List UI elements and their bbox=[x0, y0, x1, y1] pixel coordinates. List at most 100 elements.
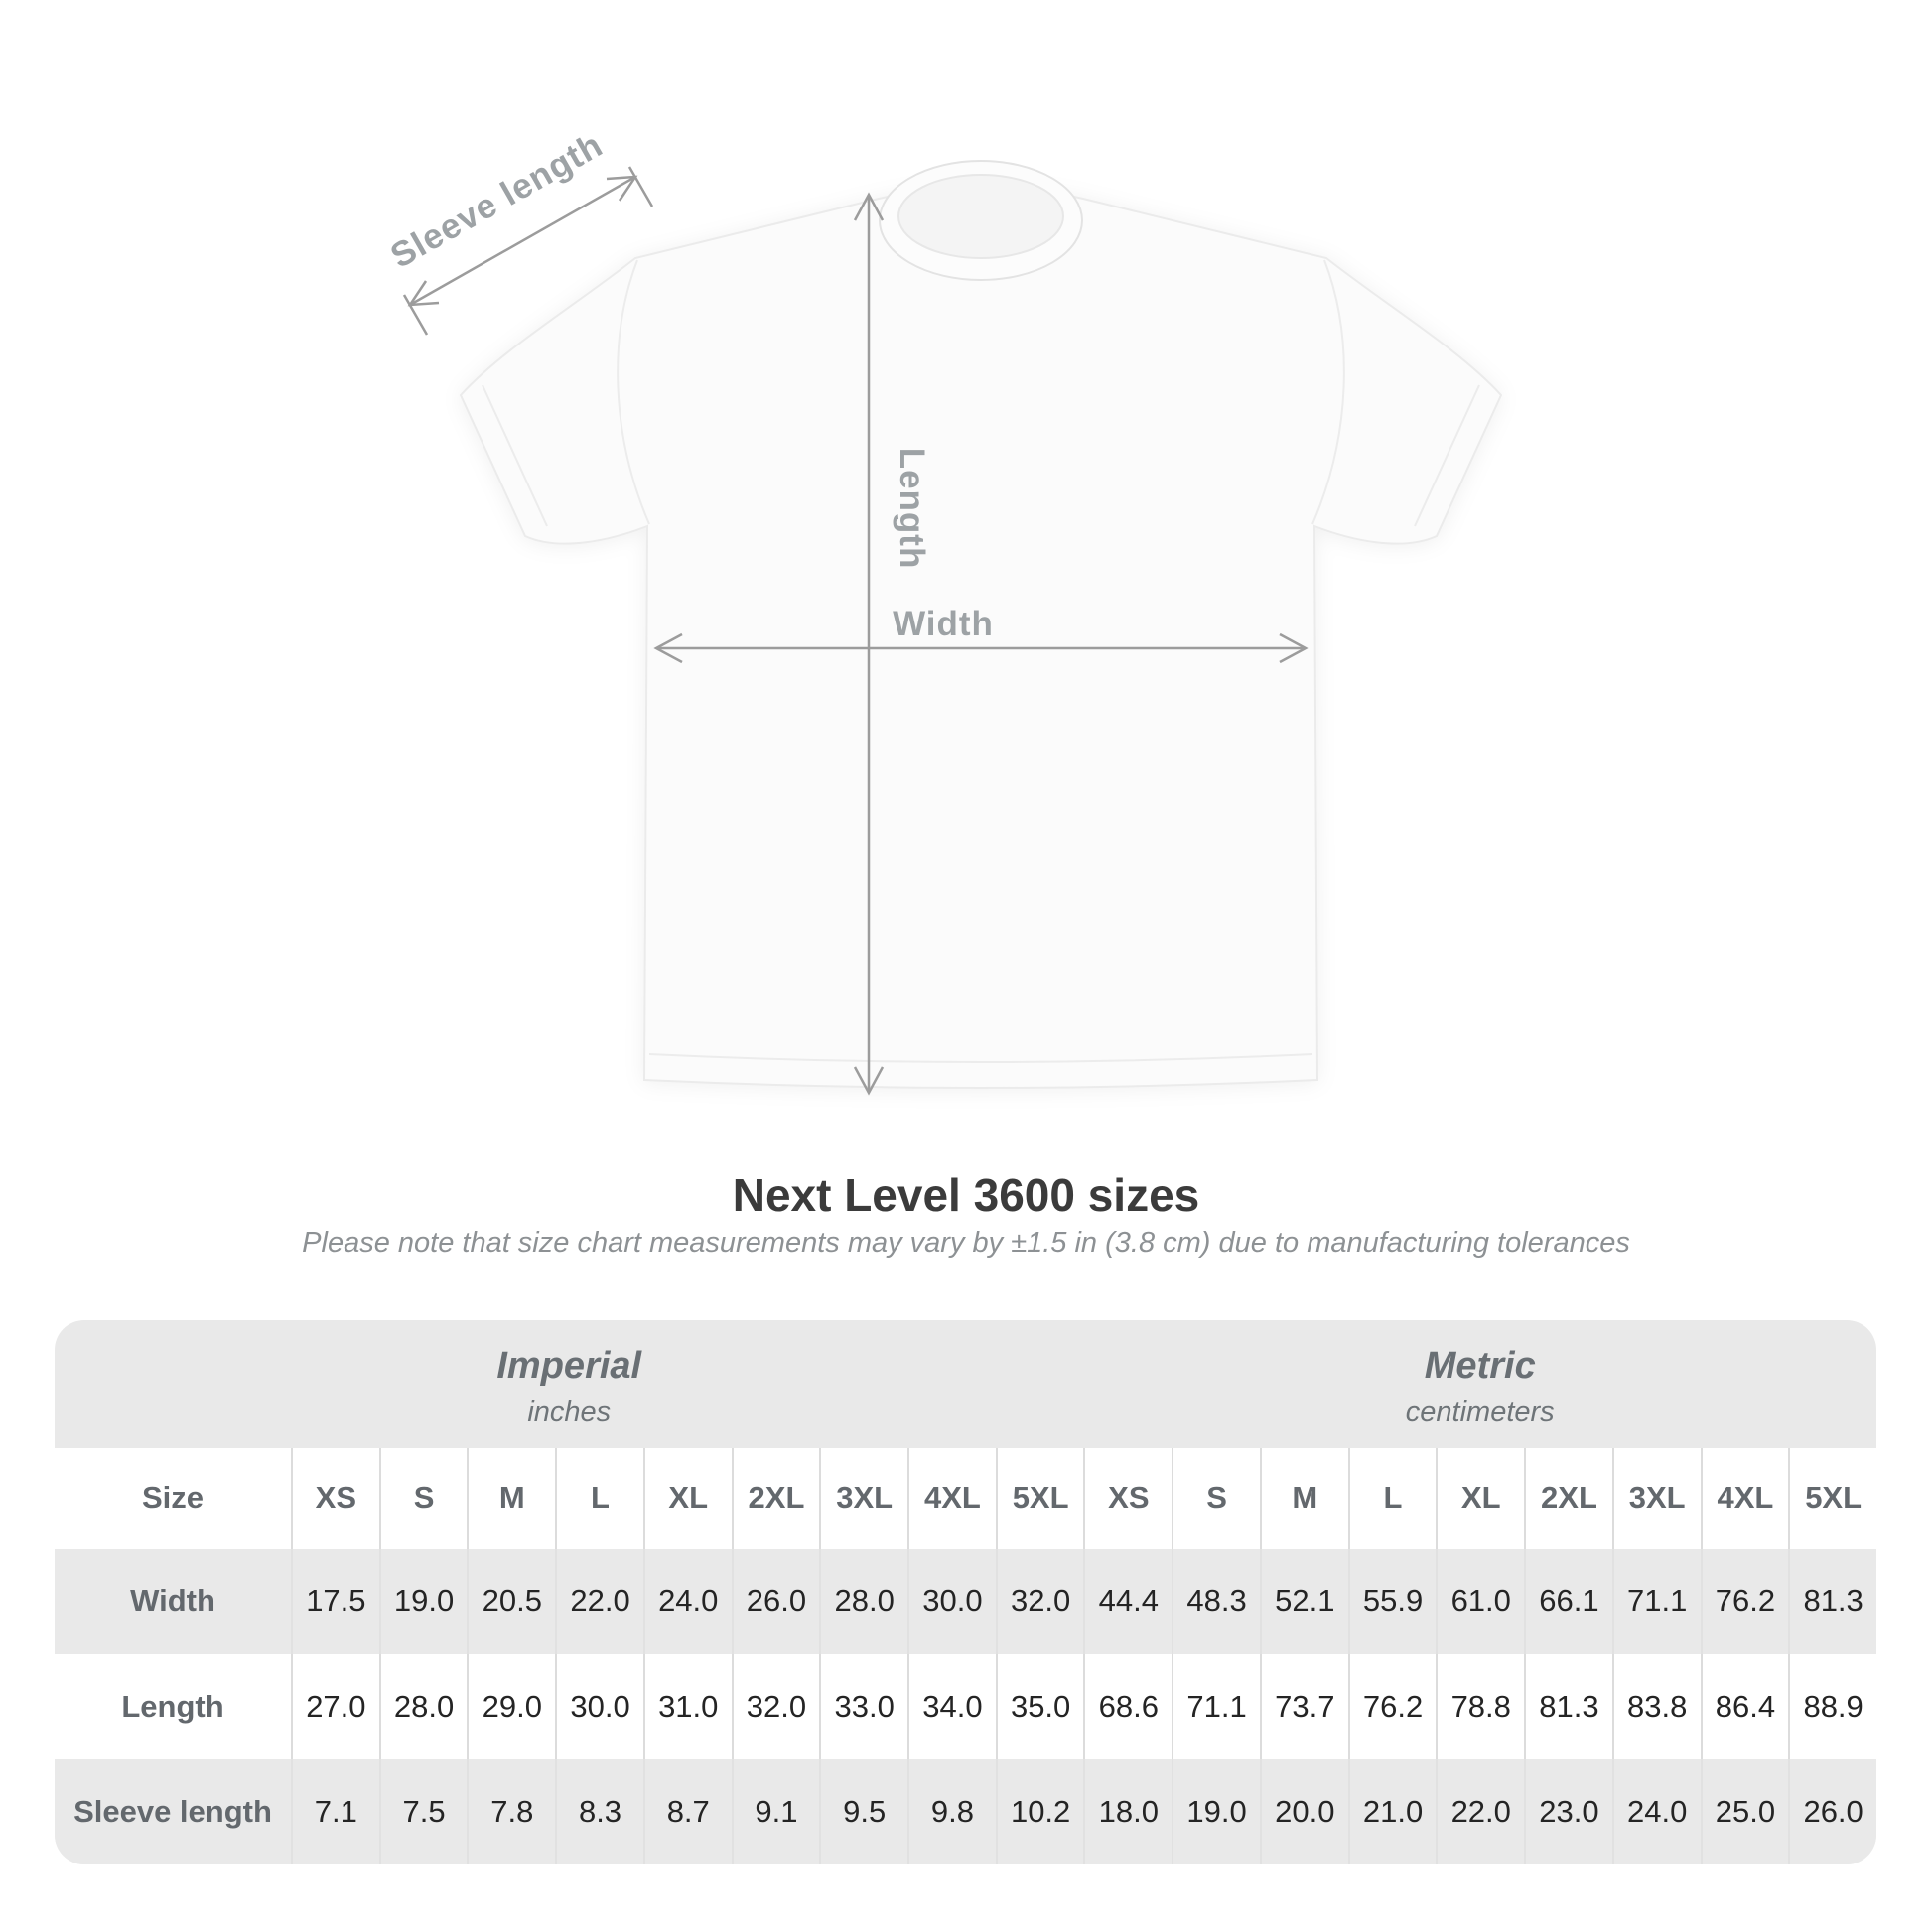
metric-label: Metric bbox=[1424, 1345, 1536, 1387]
page-subtitle: Please note that size chart measurements… bbox=[302, 1227, 1630, 1259]
value-cell: 20.5 bbox=[467, 1549, 555, 1654]
size-header-cell: M bbox=[1259, 1448, 1348, 1549]
length-arrow bbox=[853, 192, 885, 1096]
width-arrow bbox=[653, 632, 1309, 664]
armhole-seam-left bbox=[617, 259, 650, 525]
value-cell: 9.8 bbox=[907, 1759, 996, 1864]
size-header-cell: XL bbox=[642, 1448, 732, 1549]
page-title: Next Level 3600 sizes bbox=[732, 1170, 1200, 1221]
armhole-seam-right bbox=[1311, 259, 1345, 525]
value-cell: 24.0 bbox=[1611, 1759, 1701, 1864]
tshirt-diagram-svg: Sleeve length Length Width bbox=[384, 125, 1503, 1096]
imperial-label: Imperial bbox=[496, 1345, 642, 1387]
value-cell: 88.9 bbox=[1788, 1654, 1876, 1759]
table-row-sleeve-length: Sleeve length 7.1 7.5 7.8 8.3 8.7 9.1 9.… bbox=[55, 1759, 1876, 1864]
size-header-cell: XS bbox=[291, 1448, 379, 1549]
value-cell: 52.1 bbox=[1259, 1549, 1348, 1654]
size-header-cell: M bbox=[467, 1448, 555, 1549]
size-table: Imperial inches Metric centimeters Size … bbox=[55, 1320, 1876, 1864]
sleeve-extension-tick bbox=[627, 166, 654, 207]
value-cell: 10.2 bbox=[995, 1759, 1084, 1864]
value-cell: 81.3 bbox=[1524, 1654, 1612, 1759]
value-cell: 9.1 bbox=[731, 1759, 820, 1864]
row-label: Width bbox=[130, 1584, 215, 1618]
size-header-cell: L bbox=[555, 1448, 643, 1549]
size-header-cell: 3XL bbox=[819, 1448, 907, 1549]
unit-group-metric: Metric centimeters bbox=[1084, 1320, 1877, 1448]
value-cell: 31.0 bbox=[642, 1654, 732, 1759]
size-header-row: Size XS S M L XL 2XL 3XL 4XL 5XL XS S M … bbox=[55, 1448, 1876, 1549]
value-cell: 78.8 bbox=[1436, 1654, 1524, 1759]
collar-inner bbox=[897, 174, 1064, 259]
value-cell: 68.6 bbox=[1083, 1654, 1172, 1759]
value-cell: 8.7 bbox=[642, 1759, 732, 1864]
value-cell: 19.0 bbox=[378, 1549, 468, 1654]
size-header-cell: 5XL bbox=[1788, 1448, 1876, 1549]
size-header-cell: 3XL bbox=[1611, 1448, 1701, 1549]
row-label: Length bbox=[121, 1689, 224, 1724]
value-cell: 34.0 bbox=[907, 1654, 996, 1759]
imperial-unit-label: inches bbox=[527, 1396, 612, 1428]
size-header-cell: XS bbox=[1083, 1448, 1172, 1549]
hem-seam bbox=[648, 1053, 1313, 1063]
value-cell: 32.0 bbox=[731, 1654, 820, 1759]
tshirt-diagram: Sleeve length Length Width bbox=[384, 125, 1503, 1096]
value-cell: 33.0 bbox=[819, 1654, 907, 1759]
value-cell: 18.0 bbox=[1083, 1759, 1172, 1864]
size-header-cell: S bbox=[378, 1448, 468, 1549]
size-header-cell: XL bbox=[1436, 1448, 1524, 1549]
value-cell: 29.0 bbox=[467, 1654, 555, 1759]
value-cell: 32.0 bbox=[995, 1549, 1084, 1654]
value-cell: 7.1 bbox=[291, 1759, 379, 1864]
size-header-cell: 2XL bbox=[1524, 1448, 1612, 1549]
value-cell: 48.3 bbox=[1172, 1549, 1260, 1654]
value-cell: 35.0 bbox=[995, 1654, 1084, 1759]
value-cell: 24.0 bbox=[642, 1549, 732, 1654]
value-cell: 76.2 bbox=[1700, 1549, 1789, 1654]
value-cell: 76.2 bbox=[1347, 1654, 1437, 1759]
value-cell: 30.0 bbox=[555, 1654, 643, 1759]
value-cell: 22.0 bbox=[1436, 1759, 1524, 1864]
value-cell: 71.1 bbox=[1172, 1654, 1260, 1759]
value-cell: 66.1 bbox=[1524, 1549, 1612, 1654]
metric-unit-label: centimeters bbox=[1405, 1396, 1555, 1428]
row-label: Sleeve length bbox=[73, 1794, 272, 1829]
size-column-header: Size bbox=[141, 1480, 205, 1515]
tshirt-silhouette bbox=[459, 186, 1503, 1089]
value-cell: 86.4 bbox=[1700, 1654, 1789, 1759]
value-cell: 20.0 bbox=[1259, 1759, 1348, 1864]
cuff-seam-left bbox=[482, 384, 548, 527]
size-header-cell: S bbox=[1172, 1448, 1260, 1549]
value-cell: 22.0 bbox=[555, 1549, 643, 1654]
size-header-cell: L bbox=[1347, 1448, 1437, 1549]
value-cell: 28.0 bbox=[378, 1654, 468, 1759]
value-cell: 23.0 bbox=[1524, 1759, 1612, 1864]
size-header-cell: 4XL bbox=[1700, 1448, 1789, 1549]
value-cell: 26.0 bbox=[1788, 1759, 1876, 1864]
length-label: Length bbox=[893, 448, 931, 570]
value-cell: 25.0 bbox=[1700, 1759, 1789, 1864]
value-cell: 55.9 bbox=[1347, 1549, 1437, 1654]
value-cell: 27.0 bbox=[291, 1654, 379, 1759]
value-cell: 61.0 bbox=[1436, 1549, 1524, 1654]
value-cell: 30.0 bbox=[907, 1549, 996, 1654]
unit-group-imperial: Imperial inches bbox=[55, 1320, 1084, 1448]
size-header-cell: 5XL bbox=[995, 1448, 1084, 1549]
value-cell: 19.0 bbox=[1172, 1759, 1260, 1864]
value-cell: 73.7 bbox=[1259, 1654, 1348, 1759]
size-header-cell: 2XL bbox=[731, 1448, 820, 1549]
value-cell: 81.3 bbox=[1788, 1549, 1876, 1654]
value-cell: 9.5 bbox=[819, 1759, 907, 1864]
value-cell: 44.4 bbox=[1083, 1549, 1172, 1654]
table-row-length: Length 27.0 28.0 29.0 30.0 31.0 32.0 33.… bbox=[55, 1654, 1876, 1759]
value-cell: 8.3 bbox=[555, 1759, 643, 1864]
value-cell: 7.5 bbox=[378, 1759, 468, 1864]
unit-header-row: Imperial inches Metric centimeters bbox=[55, 1320, 1876, 1448]
value-cell: 21.0 bbox=[1347, 1759, 1437, 1864]
value-cell: 28.0 bbox=[819, 1549, 907, 1654]
value-cell: 71.1 bbox=[1611, 1549, 1701, 1654]
sleeve-length-arrow bbox=[402, 166, 654, 336]
size-header-cell: 4XL bbox=[907, 1448, 996, 1549]
value-cell: 7.8 bbox=[467, 1759, 555, 1864]
value-cell: 83.8 bbox=[1611, 1654, 1701, 1759]
